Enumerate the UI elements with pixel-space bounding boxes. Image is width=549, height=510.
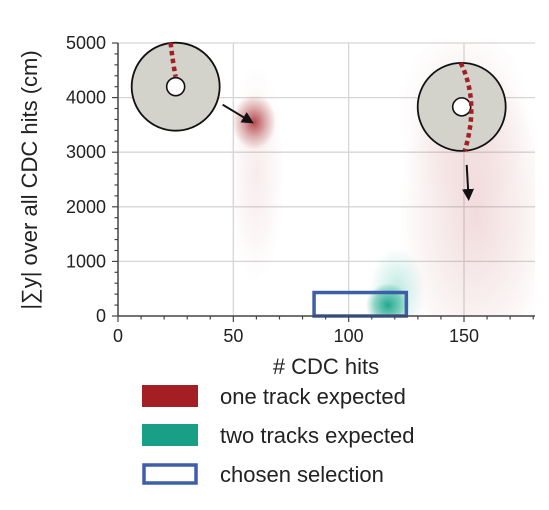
x-tick-label: 100 <box>334 326 364 346</box>
y-tick-label: 5000 <box>66 33 106 53</box>
y-tick-label: 2000 <box>66 197 106 217</box>
plot-area: 0 50 100 150 0 1000 2000 3000 4000 5000 <box>66 33 535 346</box>
y-tick-label: 0 <box>96 306 106 326</box>
x-tick-label: 150 <box>449 326 479 346</box>
legend-swatch <box>142 385 198 407</box>
one-track-density-region <box>228 64 285 284</box>
detector-beam-pipe <box>451 97 472 117</box>
x-tick-label: 0 <box>113 326 123 346</box>
y-axis-label: |∑y| over all CDC hits (cm) <box>17 50 42 309</box>
x-tick-label: 50 <box>223 326 243 346</box>
x-axis-label: # CDC hits <box>273 354 379 379</box>
y-tick-label: 1000 <box>66 251 106 271</box>
legend-label: one track expected <box>220 384 406 409</box>
detector-insets <box>130 41 507 202</box>
inset-pointer-arrow <box>462 164 475 202</box>
legend-item: chosen selection <box>142 462 384 487</box>
legend-swatch <box>142 463 198 485</box>
particle-track-path <box>458 61 474 152</box>
particle-track-path <box>168 42 178 78</box>
legend-label: chosen selection <box>220 462 384 487</box>
single-track-detector-inset <box>130 41 254 132</box>
two-track-detector-inset <box>416 61 507 202</box>
inset-pointer-arrow <box>222 103 254 124</box>
axes: 0 50 100 150 0 1000 2000 3000 4000 5000 <box>66 33 535 346</box>
y-tick-label: 4000 <box>66 88 106 108</box>
two-track-density-region <box>369 247 425 316</box>
legend-item: two tracks expected <box>142 423 414 448</box>
legend-swatch <box>142 424 198 446</box>
legend: one track expected two tracks expected cho… <box>142 384 414 487</box>
detector-beam-pipe <box>165 76 186 97</box>
legend-item: one track expected <box>142 384 406 409</box>
y-tick-label: 3000 <box>66 142 106 162</box>
legend-label: two tracks expected <box>220 423 414 448</box>
